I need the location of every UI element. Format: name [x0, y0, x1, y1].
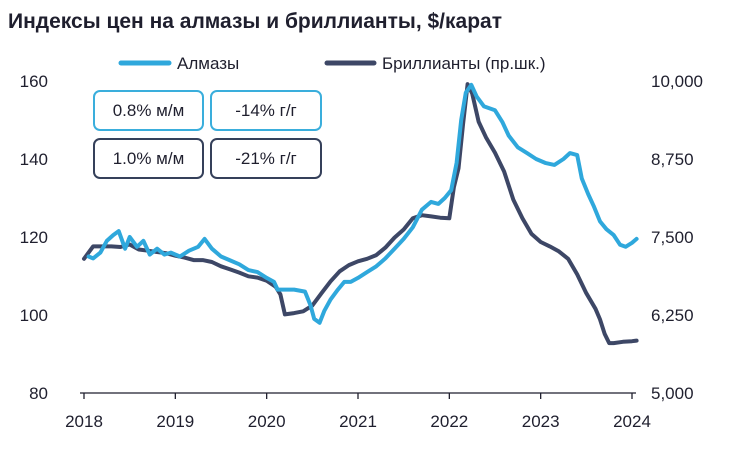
- y-right-tick-label: 5,000: [651, 384, 694, 403]
- series-line-polished: [82, 82, 639, 346]
- diamonds-yoy-box: -14% г/г: [210, 90, 322, 131]
- y-right-tick-label: 10,000: [651, 72, 703, 91]
- y-left-tick-label: 140: [20, 150, 48, 169]
- y-left-tick-label: 120: [20, 228, 48, 247]
- legend-label-diamonds: Алмазы: [177, 54, 239, 73]
- x-tick-label: 2022: [430, 412, 468, 431]
- x-tick-label: 2024: [613, 412, 651, 431]
- x-tick-label: 2021: [339, 412, 377, 431]
- y-right-tick-label: 8,750: [651, 150, 694, 169]
- series-line-diamonds: [86, 82, 639, 325]
- diamonds-mom-box: 0.8% м/м: [93, 90, 204, 131]
- axes-group: 2018 2019 2020 2021 2022 2023 2024 80 100 120 140 1…: [20, 72, 703, 431]
- y-left-tick-label: 80: [29, 384, 48, 403]
- legend: Алмазы Бриллианты (пр.шк.): [118, 54, 546, 73]
- chart-title: Индексы цен на алмазы и бриллианты, $/ка…: [8, 10, 502, 33]
- series-group: [82, 82, 639, 346]
- y-right-tick-label: 7,500: [651, 228, 694, 247]
- y-left-tick-label: 100: [20, 306, 48, 325]
- polished-mom-box: 1.0% м/м: [93, 138, 204, 179]
- legend-label-polished: Бриллианты (пр.шк.): [382, 54, 546, 73]
- x-tick-label: 2018: [65, 412, 103, 431]
- y-right-tick-label: 6,250: [651, 306, 694, 325]
- x-tick-label: 2020: [248, 412, 286, 431]
- x-tick-label: 2023: [522, 412, 560, 431]
- y-left-tick-label: 160: [20, 72, 48, 91]
- polished-yoy-box: -21% г/г: [210, 138, 322, 179]
- x-tick-label: 2019: [156, 412, 194, 431]
